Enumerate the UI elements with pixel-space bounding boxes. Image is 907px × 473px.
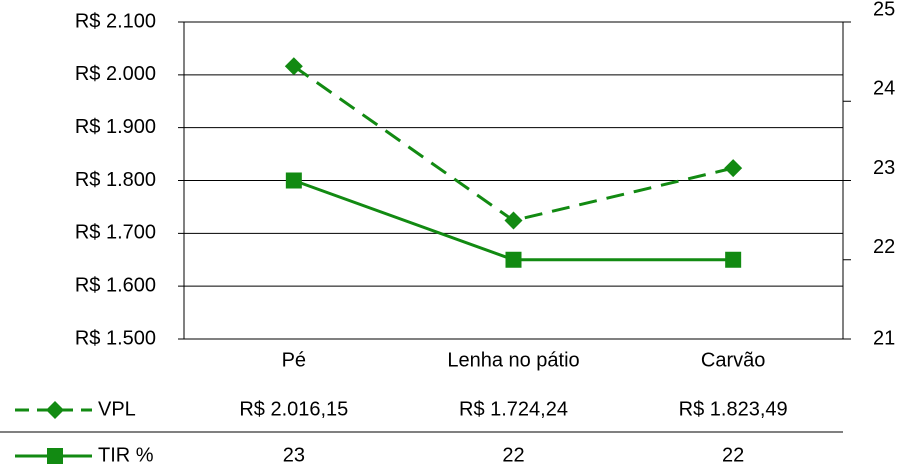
y-tick-label: R$ 1.900 [75, 116, 156, 138]
table-cell: 22 [722, 444, 744, 466]
marker [284, 57, 303, 76]
y2-tick-label: 24 [873, 78, 895, 100]
y2-tick-label: 23 [873, 157, 895, 179]
legend-label: VPL [98, 398, 136, 420]
marker [724, 159, 743, 178]
table-cell: R$ 1.823,49 [679, 398, 788, 420]
marker [504, 211, 523, 230]
y-tick-label: R$ 2.100 [75, 10, 156, 32]
y-tick-label: R$ 1.700 [75, 222, 156, 244]
y2-tick-label: 22 [873, 236, 895, 258]
x-tick-label: Pé [282, 349, 306, 371]
marker [46, 401, 64, 419]
y-tick-label: R$ 1.500 [75, 327, 156, 349]
table-cell: 23 [283, 444, 305, 466]
marker [47, 448, 63, 464]
marker [725, 251, 742, 268]
series-line [292, 65, 734, 223]
legend-label: TIR % [98, 444, 154, 466]
y-tick-label: R$ 1.600 [75, 274, 156, 296]
y-tick-label: R$ 2.000 [75, 63, 156, 85]
marker [505, 251, 522, 268]
table-cell: R$ 2.016,15 [239, 398, 348, 420]
y2-tick-label: 21 [873, 327, 895, 349]
table-cell: R$ 1.724,24 [459, 398, 568, 420]
marker [285, 172, 302, 189]
x-tick-label: Carvão [701, 349, 765, 371]
y2-tick-label: 25 [873, 0, 895, 20]
table-cell: 22 [502, 444, 524, 466]
x-tick-label: Lenha no pátio [447, 349, 579, 371]
y-tick-label: R$ 1.800 [75, 169, 156, 191]
